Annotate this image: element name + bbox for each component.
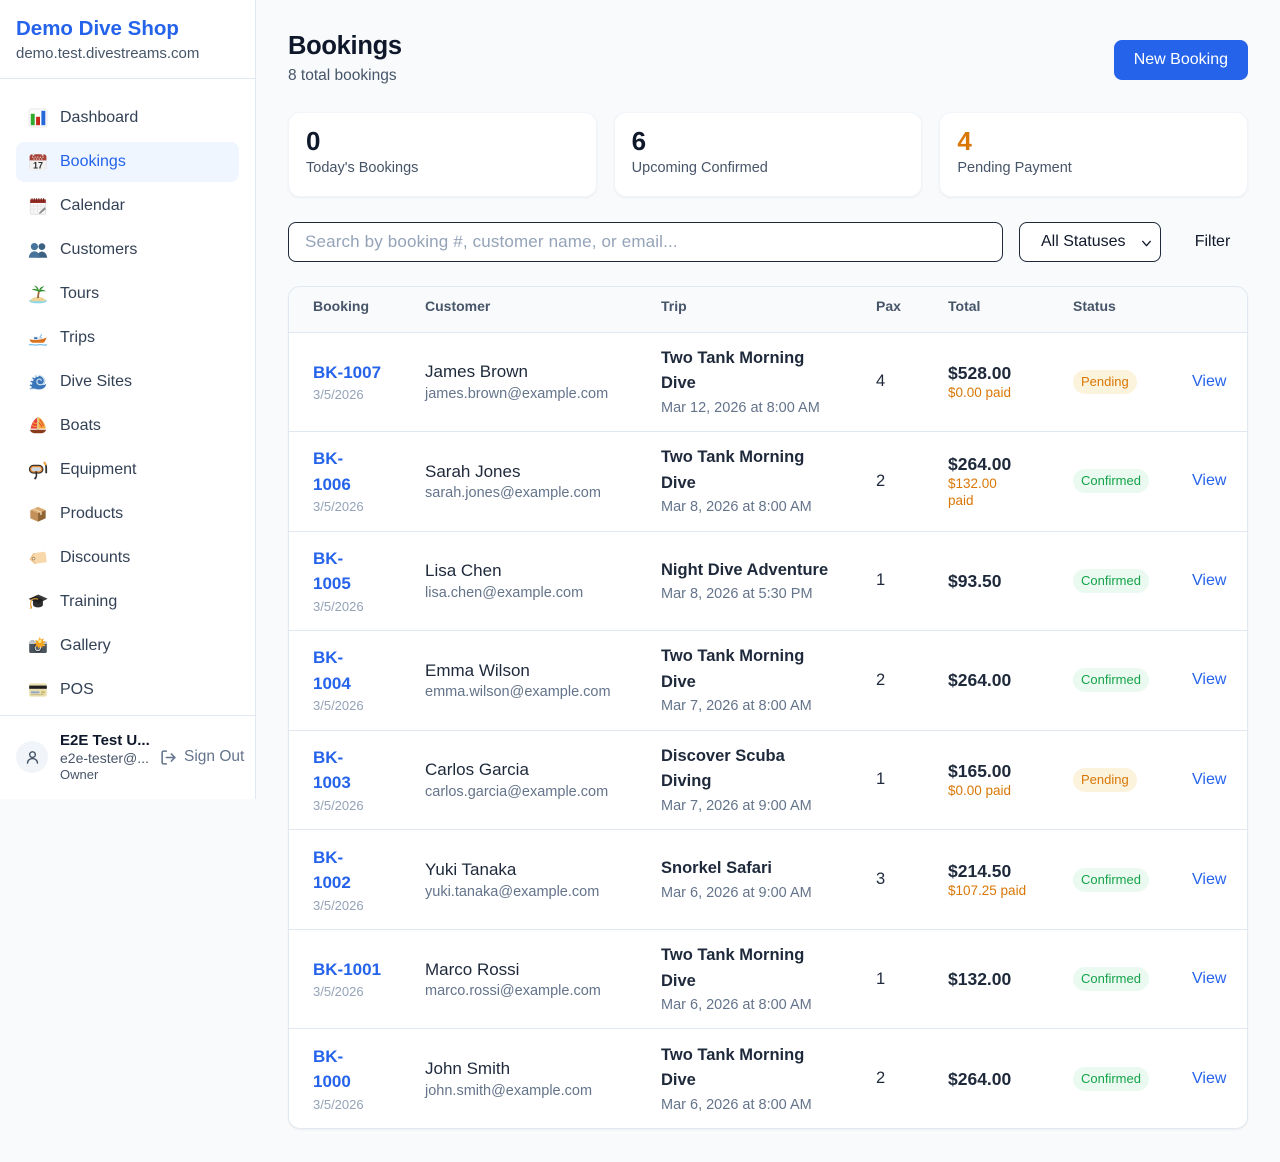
svg-text:17: 17 (33, 160, 43, 170)
